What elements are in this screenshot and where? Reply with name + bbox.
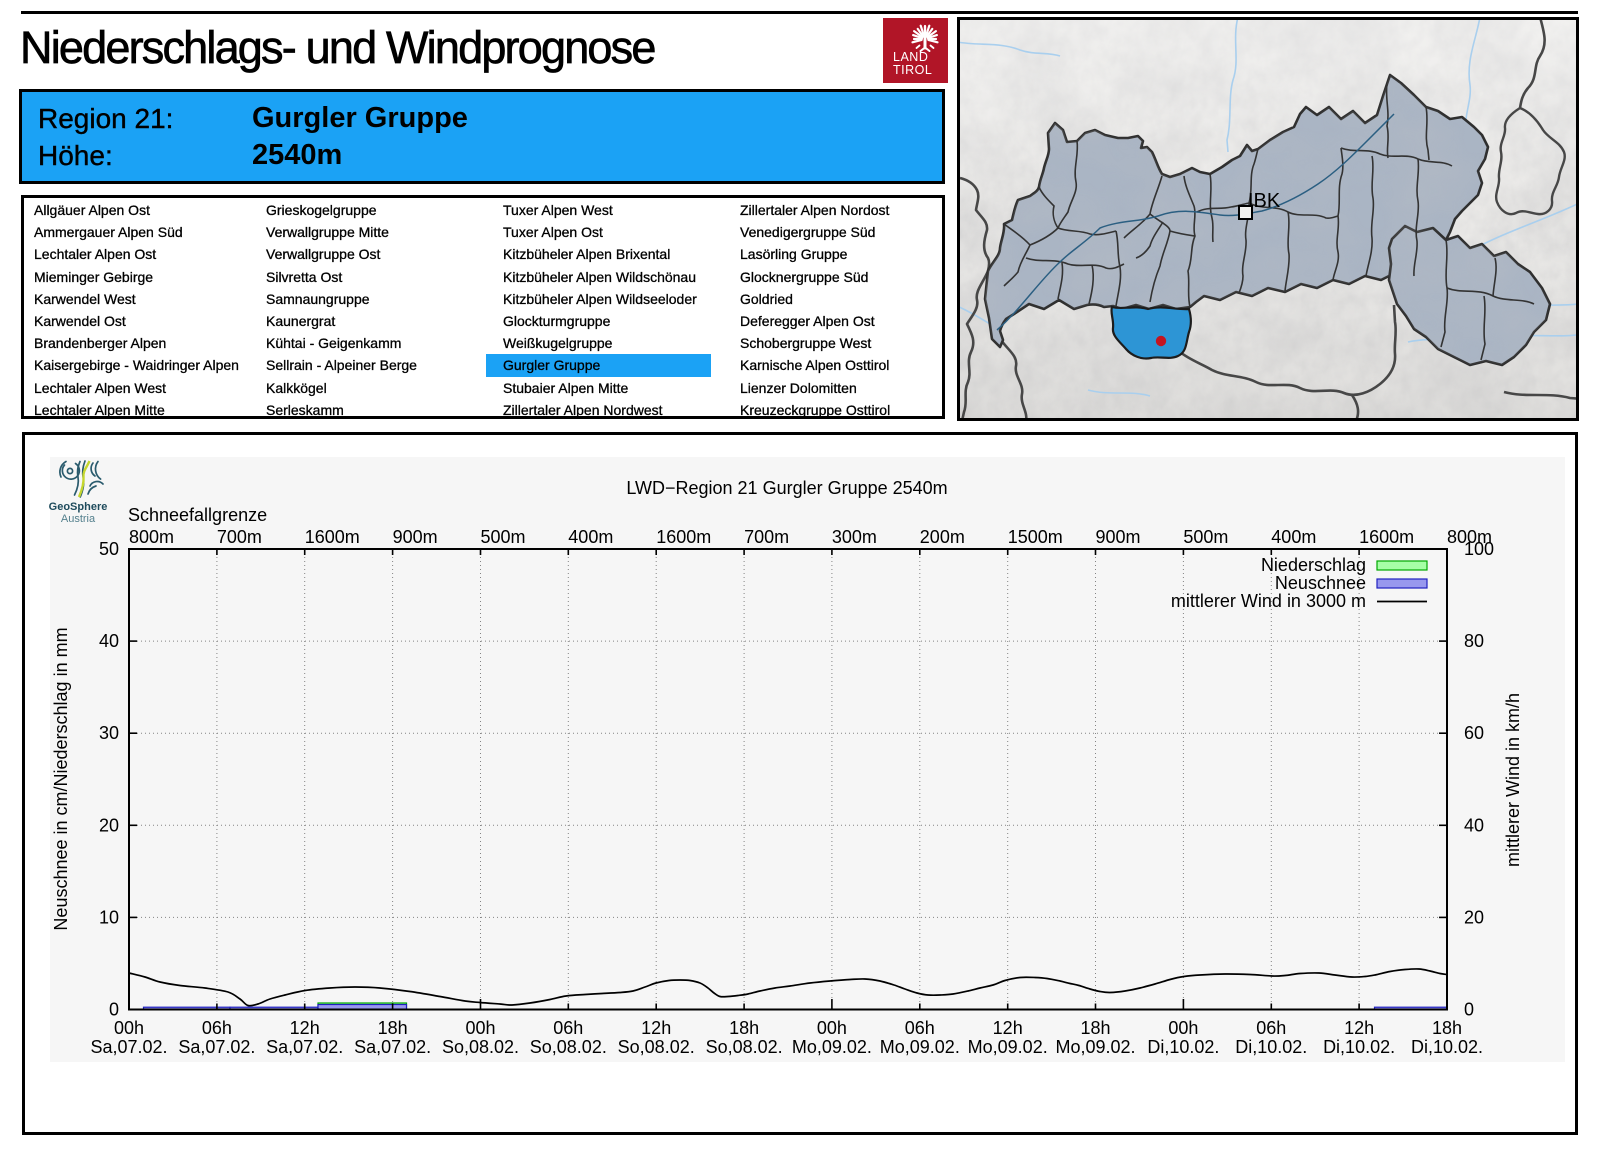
svg-text:20: 20 — [1464, 907, 1484, 927]
svg-text:06h: 06h — [905, 1018, 935, 1038]
svg-text:0: 0 — [1464, 1000, 1474, 1020]
svg-text:1600m: 1600m — [656, 527, 711, 547]
svg-text:Di,10.02.: Di,10.02. — [1147, 1037, 1219, 1057]
svg-text:900m: 900m — [393, 527, 438, 547]
svg-text:400m: 400m — [1271, 527, 1316, 547]
svg-text:Austria: Austria — [61, 513, 96, 525]
svg-text:mittlerer Wind in 3000 m: mittlerer Wind in 3000 m — [1171, 591, 1366, 611]
svg-text:300m: 300m — [832, 527, 877, 547]
svg-text:So,08.02.: So,08.02. — [706, 1037, 783, 1057]
svg-text:18h: 18h — [378, 1018, 408, 1038]
svg-text:10: 10 — [99, 907, 119, 927]
svg-text:LWD−Region 21 Gurgler Gruppe 2: LWD−Region 21 Gurgler Gruppe 2540m — [626, 478, 947, 498]
svg-text:Sa,07.02.: Sa,07.02. — [266, 1037, 343, 1057]
svg-text:00h: 00h — [817, 1018, 847, 1038]
svg-text:00h: 00h — [465, 1018, 495, 1038]
svg-text:800m: 800m — [1447, 527, 1492, 547]
svg-text:20: 20 — [99, 815, 119, 835]
svg-text:Neuschnee: Neuschnee — [1275, 573, 1366, 593]
svg-text:18h: 18h — [1080, 1018, 1110, 1038]
svg-text:Mo,09.02.: Mo,09.02. — [880, 1037, 960, 1057]
svg-text:40: 40 — [99, 631, 119, 651]
svg-text:So,08.02.: So,08.02. — [530, 1037, 607, 1057]
svg-text:Neuschnee in cm/Niederschlag i: Neuschnee in cm/Niederschlag in mm — [51, 627, 71, 930]
svg-text:60: 60 — [1464, 723, 1484, 743]
svg-text:1600m: 1600m — [1359, 527, 1414, 547]
svg-text:400m: 400m — [568, 527, 613, 547]
svg-text:12h: 12h — [1344, 1018, 1374, 1038]
svg-text:12h: 12h — [993, 1018, 1023, 1038]
svg-text:1600m: 1600m — [305, 527, 360, 547]
svg-text:1500m: 1500m — [1008, 527, 1063, 547]
svg-text:Di,10.02.: Di,10.02. — [1323, 1037, 1395, 1057]
svg-text:GeoSphere: GeoSphere — [49, 501, 108, 513]
svg-text:18h: 18h — [729, 1018, 759, 1038]
svg-text:Di,10.02.: Di,10.02. — [1411, 1037, 1483, 1057]
svg-text:40: 40 — [1464, 815, 1484, 835]
svg-text:200m: 200m — [920, 527, 965, 547]
svg-text:IBK: IBK — [1248, 190, 1281, 212]
svg-text:700m: 700m — [217, 527, 262, 547]
svg-text:500m: 500m — [481, 527, 526, 547]
svg-text:Sa,07.02.: Sa,07.02. — [354, 1037, 431, 1057]
svg-text:So,08.02.: So,08.02. — [618, 1037, 695, 1057]
svg-text:So,08.02.: So,08.02. — [442, 1037, 519, 1057]
svg-text:50: 50 — [99, 539, 119, 559]
svg-text:100: 100 — [1464, 539, 1494, 559]
svg-text:06h: 06h — [1256, 1018, 1286, 1038]
svg-text:900m: 900m — [1096, 527, 1141, 547]
svg-text:LAND: LAND — [893, 50, 928, 64]
svg-text:12h: 12h — [290, 1018, 320, 1038]
svg-text:30: 30 — [99, 723, 119, 743]
svg-text:800m: 800m — [129, 527, 174, 547]
svg-text:06h: 06h — [553, 1018, 583, 1038]
svg-text:mittlerer Wind in km/h: mittlerer Wind in km/h — [1503, 693, 1523, 867]
svg-text:Sa,07.02.: Sa,07.02. — [90, 1037, 167, 1057]
svg-text:00h: 00h — [1168, 1018, 1198, 1038]
svg-text:00h: 00h — [114, 1018, 144, 1038]
svg-text:Mo,09.02.: Mo,09.02. — [792, 1037, 872, 1057]
svg-text:80: 80 — [1464, 631, 1484, 651]
svg-text:Mo,09.02.: Mo,09.02. — [968, 1037, 1048, 1057]
svg-text:18h: 18h — [1432, 1018, 1462, 1038]
svg-text:0: 0 — [109, 1000, 119, 1020]
svg-text:12h: 12h — [641, 1018, 671, 1038]
svg-text:700m: 700m — [744, 527, 789, 547]
svg-text:TIROL: TIROL — [893, 63, 932, 77]
svg-text:Di,10.02.: Di,10.02. — [1235, 1037, 1307, 1057]
svg-text:Schneefallgrenze: Schneefallgrenze — [128, 505, 267, 525]
svg-text:Sa,07.02.: Sa,07.02. — [178, 1037, 255, 1057]
svg-text:06h: 06h — [202, 1018, 232, 1038]
svg-text:Niederschlag: Niederschlag — [1261, 555, 1366, 575]
svg-text:Mo,09.02.: Mo,09.02. — [1055, 1037, 1135, 1057]
svg-text:500m: 500m — [1183, 527, 1228, 547]
